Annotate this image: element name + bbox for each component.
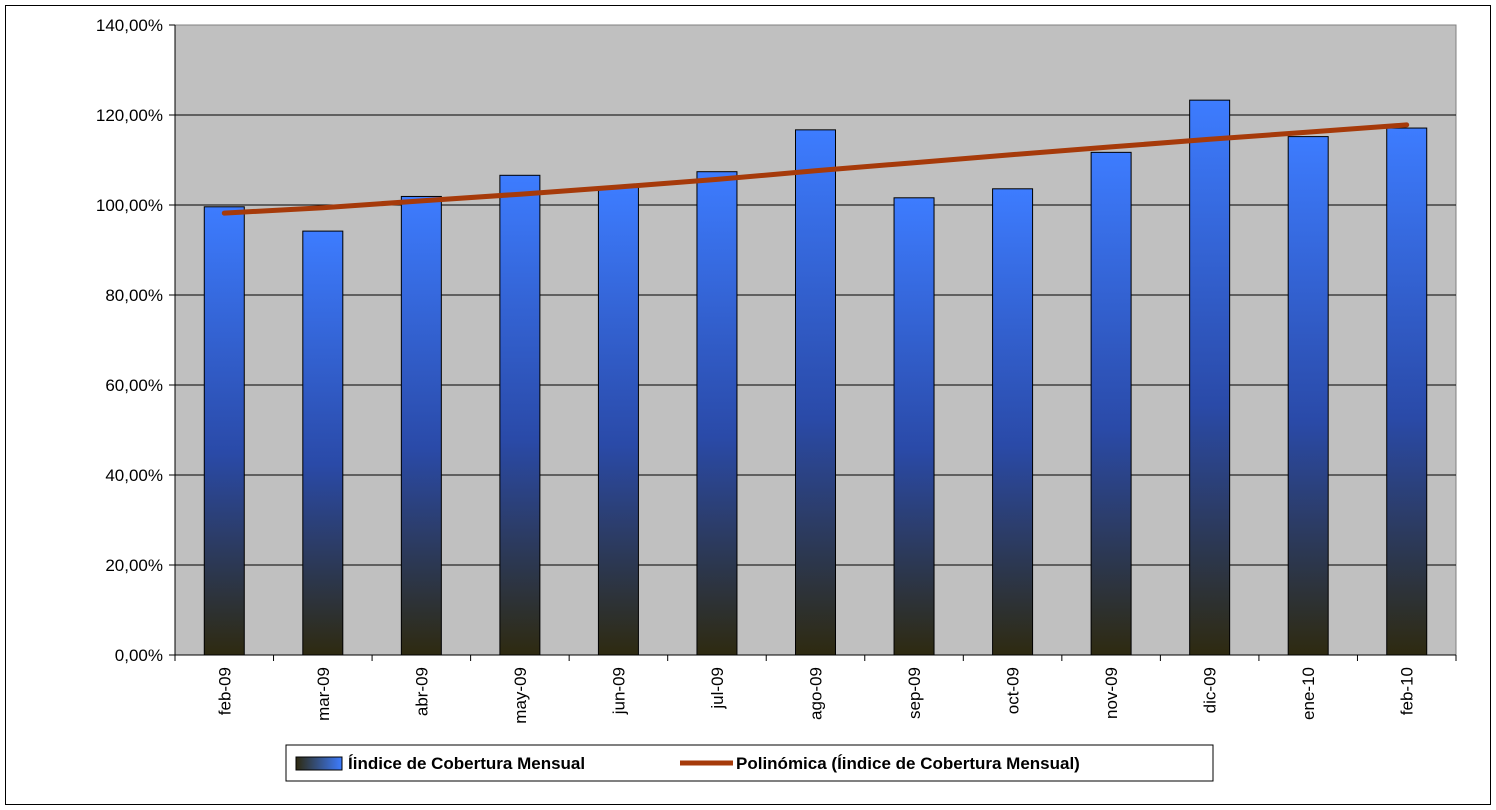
y-tick-label: 60,00%: [105, 376, 163, 395]
trend-line: [221, 122, 1410, 216]
legend: Íindice de Cobertura Mensual Polinómica …: [285, 744, 1214, 782]
x-tick-label: jun-09: [609, 667, 628, 715]
x-tick-label: ene-10: [1299, 667, 1318, 720]
x-tick-label: jul-09: [708, 667, 727, 710]
x-tick-label: oct-09: [1004, 667, 1023, 714]
x-tick-label: nov-09: [1102, 667, 1121, 719]
x-tick-label: feb-10: [1398, 667, 1417, 715]
bar: [302, 230, 344, 656]
bar: [1287, 136, 1329, 656]
y-tick-label: 120,00%: [96, 106, 163, 125]
y-tick-label: 0,00%: [115, 646, 163, 665]
y-tick-label: 140,00%: [96, 16, 163, 35]
y-tick-label: 100,00%: [96, 196, 163, 215]
x-tick-label: ago-09: [807, 667, 826, 720]
bar: [597, 186, 639, 656]
x-tick-label: dic-09: [1201, 667, 1220, 713]
y-tick-label: 20,00%: [105, 556, 163, 575]
y-tick-label: 80,00%: [105, 286, 163, 305]
bar: [499, 174, 541, 656]
bar: [203, 206, 245, 656]
legend-label-trend: Polinómica (Íindice de Cobertura Mensual…: [736, 754, 1080, 773]
x-tick-label: feb-09: [215, 667, 234, 715]
bar: [992, 188, 1034, 656]
x-tick-label: mar-09: [314, 667, 333, 721]
x-tick-label: sep-09: [905, 667, 924, 719]
bar: [696, 171, 738, 656]
x-tick-label: may-09: [511, 667, 530, 724]
bar: [1090, 151, 1132, 656]
bar: [893, 197, 935, 656]
legend-bar-swatch: [295, 756, 343, 771]
y-tick-label: 40,00%: [105, 466, 163, 485]
x-tick-label: abr-09: [412, 667, 431, 716]
bar: [1386, 127, 1428, 656]
bar: [795, 129, 836, 656]
bar: [400, 195, 442, 656]
bar: [1189, 99, 1231, 656]
legend-label-bars: Íindice de Cobertura Mensual: [348, 754, 585, 773]
